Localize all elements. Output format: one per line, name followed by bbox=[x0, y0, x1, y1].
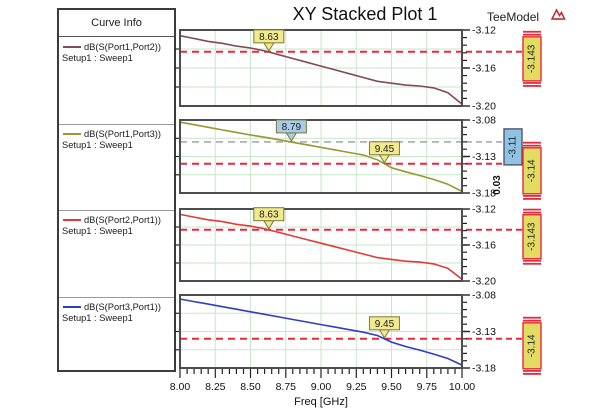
axis-marker-value-box[interactable]: -3.143 bbox=[522, 30, 542, 87]
y-tick-label: -3.18 bbox=[472, 188, 496, 200]
plot-1[interactable]: -3.12 -3.16 -3.20 8.63 -3.143 bbox=[175, 25, 600, 116]
svg-text:9.45: 9.45 bbox=[375, 319, 395, 330]
svg-text:-3.11: -3.11 bbox=[508, 135, 519, 157]
axis-marker-value-box[interactable]: -3.14 bbox=[522, 141, 542, 200]
curve-sweep-label: Setup1 : Sweep1 bbox=[62, 53, 133, 63]
curve-label: dB(S(Port1,Port3)) bbox=[84, 129, 161, 139]
trace-marker[interactable]: 9.45 bbox=[368, 316, 400, 339]
curve-label: dB(S(Port2,Port1)) bbox=[84, 215, 161, 225]
curve-sweep-label: Setup1 : Sweep1 bbox=[62, 313, 133, 323]
axis-marker-value-box[interactable]: -3.143 bbox=[522, 208, 542, 265]
legend-entry[interactable]: dB(S(Port1,Port3)) Setup1 : Sweep1 bbox=[59, 124, 174, 150]
curve-swatch bbox=[63, 218, 81, 221]
curve-4[interactable] bbox=[179, 298, 463, 366]
y-tick-label: -3.08 bbox=[472, 290, 496, 302]
x-tick-label: 10.00 bbox=[449, 381, 475, 393]
curve-swatch bbox=[63, 305, 81, 308]
y-tick-label: -3.20 bbox=[472, 101, 496, 113]
legend-entry[interactable]: dB(S(Port3,Port1)) Setup1 : Sweep1 bbox=[59, 297, 174, 323]
curve-info-panel: Curve Info dB(S(Port1,Port2)) Setup1 : Sw… bbox=[57, 8, 176, 372]
y-tick-label: -3.16 bbox=[472, 240, 496, 252]
trace-marker[interactable]: 9.45 bbox=[368, 141, 400, 164]
axis-marker-value-box[interactable]: -3.11 bbox=[503, 128, 523, 166]
y-tick-label: -3.12 bbox=[472, 25, 496, 37]
svg-text:-3.143: -3.143 bbox=[527, 222, 538, 251]
svg-text:8.63: 8.63 bbox=[259, 210, 279, 221]
curve-sweep-label: Setup1 : Sweep1 bbox=[62, 226, 133, 236]
plot-4[interactable]: -3.08 -3.13 -3.18 9.45 -3.14 bbox=[175, 290, 600, 378]
legend-entry[interactable]: dB(S(Port1,Port2)) Setup1 : Sweep1 bbox=[59, 38, 174, 63]
y-tick-label: -3.12 bbox=[472, 204, 496, 216]
x-tick-label: 8.50 bbox=[240, 381, 261, 393]
curve-label: dB(S(Port1,Port2)) bbox=[84, 42, 161, 52]
y-tick-label: -3.13 bbox=[472, 151, 496, 163]
svg-text:8.79: 8.79 bbox=[282, 122, 302, 133]
curve-1[interactable] bbox=[179, 34, 463, 105]
x-tick-label: 8.00 bbox=[170, 381, 191, 393]
x-tick-label: 9.75 bbox=[417, 381, 438, 393]
marker-delta-label: 0.03 bbox=[492, 175, 503, 195]
plot-3[interactable]: -3.12 -3.16 -3.20 8.63 -3.143 bbox=[175, 204, 600, 291]
curve-info-header: Curve Info bbox=[59, 10, 174, 37]
curve-2[interactable] bbox=[179, 121, 463, 193]
y-tick-label: -3.16 bbox=[472, 63, 496, 75]
page-title: XY Stacked Plot 1 bbox=[292, 4, 438, 24]
x-axis-title: Freq [GHz] bbox=[294, 396, 348, 408]
axis-marker-value-box[interactable]: -3.14 bbox=[522, 316, 542, 375]
legend-entry[interactable]: dB(S(Port2,Port1)) Setup1 : Sweep1 bbox=[59, 210, 174, 236]
trace-marker[interactable]: 8.79 bbox=[275, 119, 307, 142]
x-tick-label: 8.75 bbox=[276, 381, 297, 393]
trace-marker[interactable]: 8.63 bbox=[253, 29, 285, 52]
x-tick-label: 9.00 bbox=[311, 381, 332, 393]
ansys-logo-icon bbox=[550, 8, 566, 26]
y-tick-label: -3.13 bbox=[472, 326, 496, 338]
x-tick-label: 9.25 bbox=[346, 381, 367, 393]
y-tick-label: -3.08 bbox=[472, 115, 496, 127]
curve-swatch bbox=[63, 45, 81, 48]
plot-2[interactable]: -3.08 -3.13 -3.18 8.79 9.45 -3.11 -3.14 0.03 bbox=[175, 115, 600, 203]
curve-label: dB(S(Port3,Port1)) bbox=[84, 302, 161, 312]
curve-sweep-label: Setup1 : Sweep1 bbox=[62, 140, 133, 150]
x-tick-label: 9.50 bbox=[381, 381, 402, 393]
model-name-label: TeeModel bbox=[487, 10, 540, 24]
svg-text:8.63: 8.63 bbox=[259, 32, 279, 43]
curve-swatch bbox=[63, 132, 81, 135]
x-axis: 8.00 8.25 8.50 8.75 9.00 9.25 9.50 9.75 10.00 Fre… bbox=[170, 369, 475, 408]
svg-text:-3.143: -3.143 bbox=[527, 44, 538, 73]
curve-3[interactable] bbox=[179, 213, 463, 280]
trace-marker[interactable]: 8.63 bbox=[253, 207, 285, 230]
svg-text:9.45: 9.45 bbox=[375, 144, 395, 155]
svg-text:-3.14: -3.14 bbox=[527, 334, 538, 357]
svg-text:-3.14: -3.14 bbox=[527, 159, 538, 182]
x-tick-label: 8.25 bbox=[205, 381, 226, 393]
y-tick-label: -3.20 bbox=[472, 276, 496, 288]
y-tick-label: -3.18 bbox=[472, 363, 496, 375]
